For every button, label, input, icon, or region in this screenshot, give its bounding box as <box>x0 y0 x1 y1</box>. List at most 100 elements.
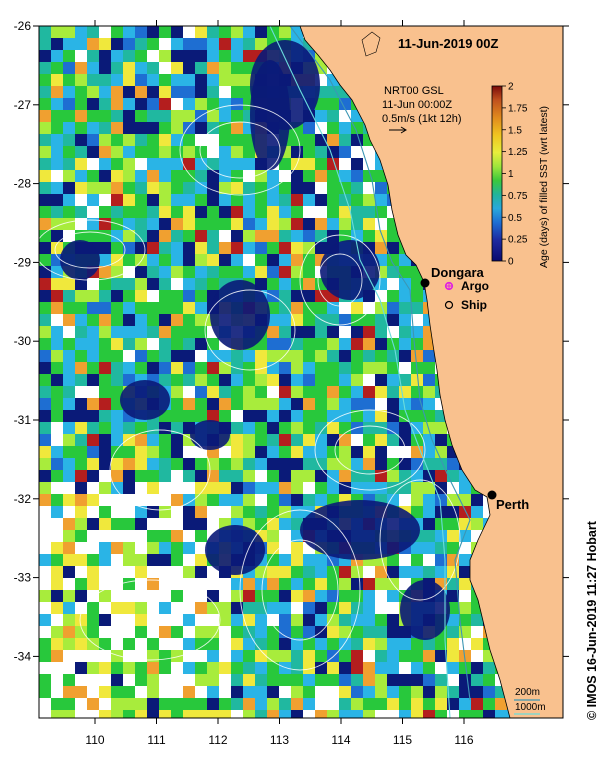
sst-cell <box>219 50 233 62</box>
sst-cell <box>183 110 195 125</box>
sst-cell <box>183 578 197 593</box>
sst-blob <box>300 500 420 560</box>
sst-cell <box>339 326 353 339</box>
sst-cell <box>123 38 138 50</box>
sst-cell <box>75 458 87 472</box>
sst-cell <box>111 530 123 545</box>
sst-cell <box>243 458 258 471</box>
sst-cell <box>411 290 424 303</box>
velocity-contours <box>39 104 461 671</box>
sst-cell <box>111 674 123 688</box>
sst-cell <box>339 350 354 365</box>
sst-cell <box>423 446 438 461</box>
sst-cell <box>255 482 267 497</box>
sst-cell <box>267 458 279 471</box>
sst-cell <box>39 662 51 677</box>
sst-cell <box>39 50 52 64</box>
sst-cell <box>99 494 111 508</box>
sst-cell <box>39 314 54 328</box>
sst-cell <box>315 98 329 111</box>
sst-cell <box>87 62 101 74</box>
sst-cell <box>147 458 160 471</box>
sst-cell <box>195 218 208 230</box>
sst-cell <box>315 710 330 718</box>
sst-cell <box>195 398 207 412</box>
sst-cell <box>51 578 64 593</box>
sst-cell <box>255 374 268 388</box>
sst-cell <box>87 290 100 305</box>
sst-cell <box>135 86 148 98</box>
sst-cell <box>351 134 366 148</box>
sst-cell <box>279 626 292 640</box>
sst-cell <box>351 446 366 461</box>
lat-tick-label: -31 <box>14 413 32 427</box>
colorbar-tick-label: 0.5 <box>508 213 522 224</box>
bay-island <box>361 31 381 57</box>
sst-cell <box>423 554 438 569</box>
velocity-contour <box>54 231 126 269</box>
sst-cell <box>267 314 282 328</box>
sst-cell <box>75 50 87 63</box>
sst-cell <box>351 194 363 207</box>
sst-cell <box>195 542 207 556</box>
sst-cell <box>99 590 113 604</box>
sst-cell <box>411 494 424 508</box>
ship-label: Ship <box>461 298 487 312</box>
sst-cell <box>147 266 161 280</box>
sst-cell <box>279 410 293 424</box>
sst-cell <box>123 590 138 605</box>
sst-cell <box>99 86 113 101</box>
sst-cell <box>195 110 210 124</box>
sst-cell <box>39 434 54 449</box>
sst-cell <box>51 398 65 412</box>
sst-cell <box>183 242 196 256</box>
colorbar-tick-label: 0.75 <box>508 191 528 202</box>
isobath-200 <box>289 26 471 701</box>
sst-cell <box>315 446 330 461</box>
sst-cell <box>495 710 514 718</box>
sst-cell <box>159 38 171 50</box>
sst-cell <box>87 362 100 375</box>
isobath-lines <box>269 26 471 718</box>
sst-cell <box>363 410 375 423</box>
sst-cell <box>39 470 54 485</box>
colorbar-tick-label: 0 <box>508 257 514 268</box>
sst-cell <box>291 566 306 578</box>
sst-cell <box>351 710 366 718</box>
velocity-contour <box>299 234 381 326</box>
sst-cell <box>87 470 101 485</box>
sst-cell <box>255 590 267 602</box>
sst-cell <box>435 506 449 521</box>
sst-cell <box>147 650 160 665</box>
sst-cell <box>111 494 126 509</box>
sst-cell <box>51 158 66 173</box>
argo-label: Argo <box>461 279 489 293</box>
sst-cell <box>327 218 342 233</box>
velocity-contour <box>317 253 363 307</box>
velocity-contour <box>314 409 426 491</box>
sst-cell <box>291 710 310 718</box>
colorbar-tick-label: 1.25 <box>508 147 528 158</box>
sst-cell <box>183 266 198 280</box>
sst-cell <box>123 110 137 124</box>
sst-cell <box>243 170 256 182</box>
sst-cell <box>147 614 161 627</box>
sst-cell <box>39 614 53 628</box>
sst-cell <box>63 674 77 687</box>
sst-cell <box>195 230 209 242</box>
sst-cell <box>447 674 460 688</box>
sst-cell <box>243 590 257 604</box>
sst-cell <box>171 278 184 290</box>
sst-cell <box>135 158 149 170</box>
colorbar-tick-label: 1 <box>508 169 514 180</box>
sst-cell <box>123 230 135 243</box>
place-perth-label: Perth <box>496 497 529 512</box>
sst-cell <box>399 470 411 483</box>
sst-cell <box>111 62 126 77</box>
sst-cell <box>171 362 183 374</box>
sst-cell <box>231 446 246 458</box>
sst-cell <box>111 518 126 532</box>
sst-cell <box>183 302 195 314</box>
sst-cell <box>255 506 267 518</box>
sst-cell <box>135 26 149 40</box>
